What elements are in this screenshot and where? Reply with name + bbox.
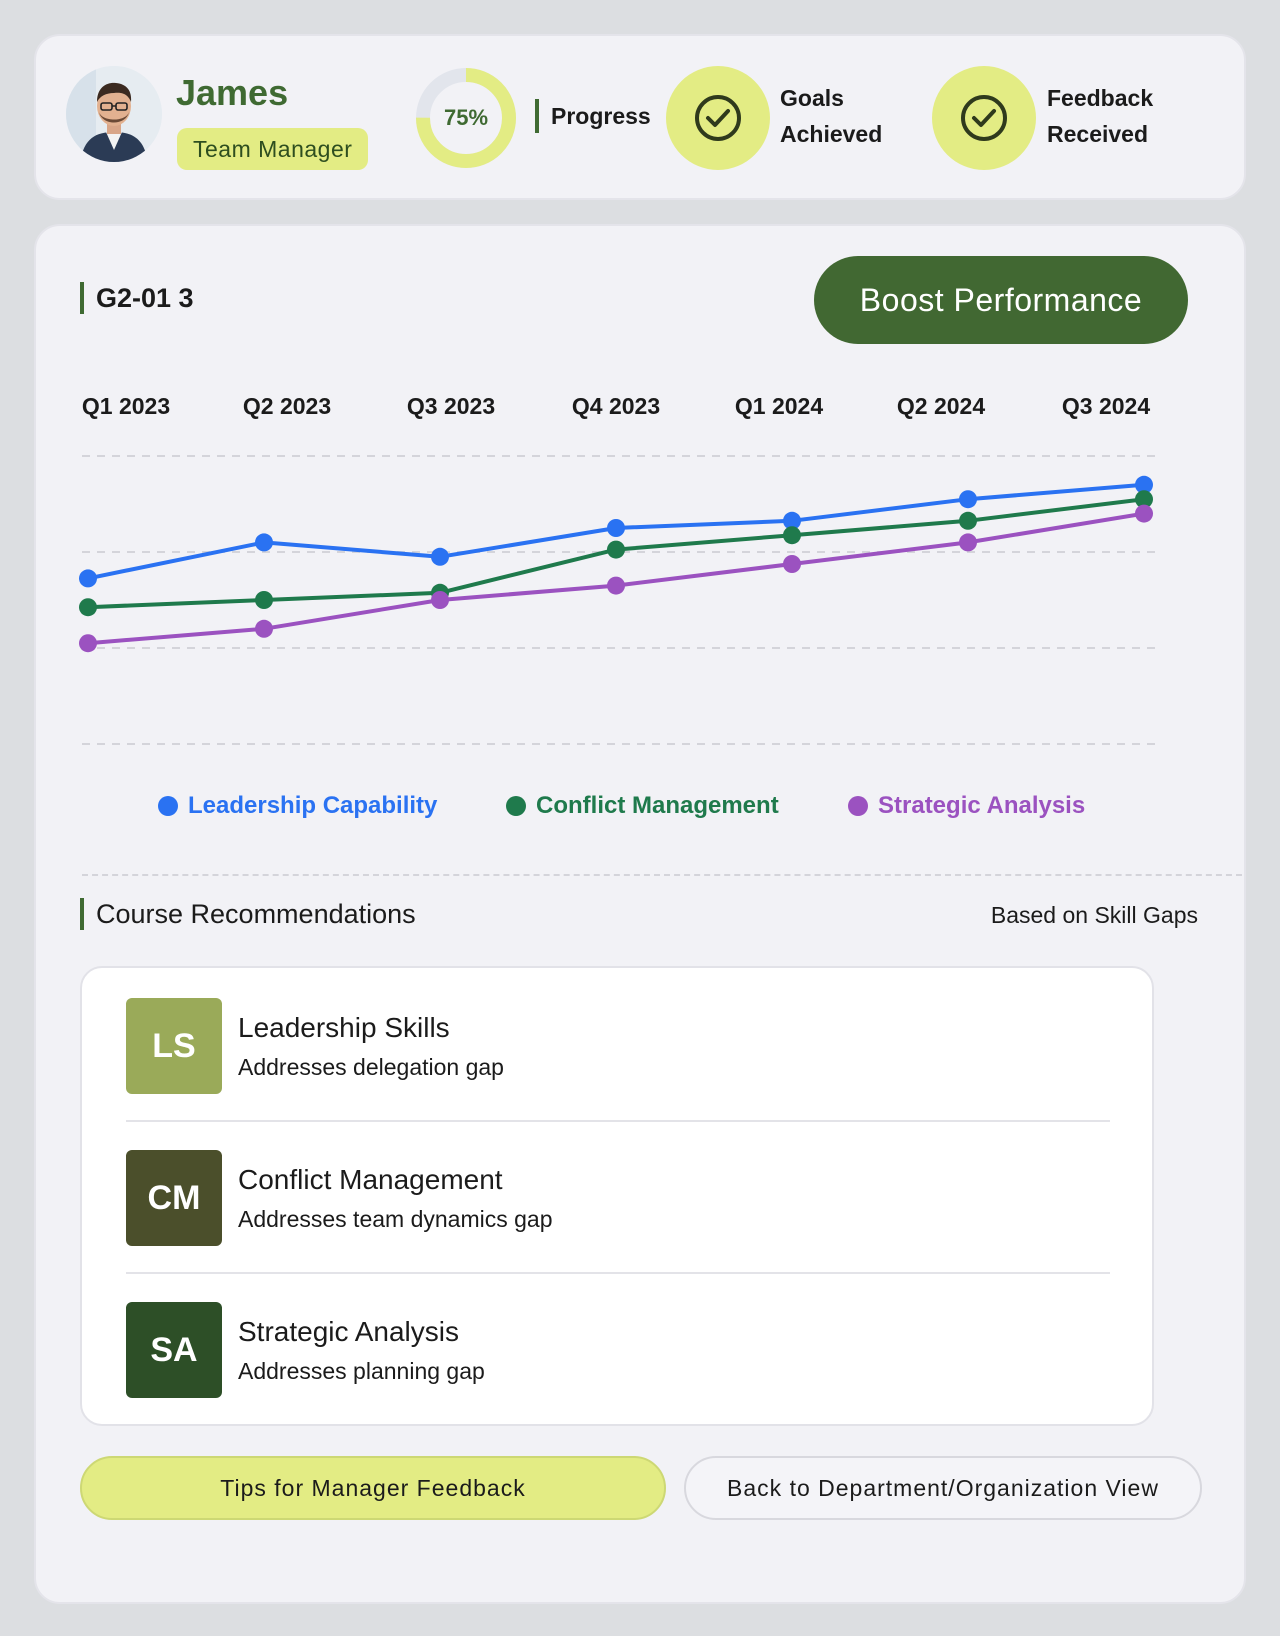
back-to-organization-button[interactable]: Back to Department/Organization View <box>684 1456 1202 1520</box>
course-item-leadership-skills[interactable]: LS Leadership Skills Addresses delegatio… <box>126 970 1110 1120</box>
courses-title: Course Recommendations <box>80 898 416 930</box>
data-point-2-1[interactable] <box>255 619 273 638</box>
course-name: Leadership Skills <box>238 1012 450 1043</box>
data-point-1-4[interactable] <box>783 526 801 545</box>
course-name: Strategic Analysis <box>238 1316 459 1347</box>
user-name: James <box>176 72 289 113</box>
course-item-conflict-management[interactable]: CM Conflict Management Addresses team dy… <box>126 1120 1110 1270</box>
role-badge: Team Manager <box>177 128 369 170</box>
legend-dot-icon <box>158 796 178 816</box>
progress-label: Progress <box>535 99 651 133</box>
data-point-2-0[interactable] <box>79 634 97 653</box>
data-point-0-6[interactable] <box>1135 475 1153 494</box>
data-point-0-4[interactable] <box>783 511 801 530</box>
x-tick-label: Q4 2023 <box>572 393 660 419</box>
data-point-1-1[interactable] <box>255 591 273 609</box>
x-tick-label: Q1 2023 <box>82 393 170 419</box>
data-point-2-3[interactable] <box>607 576 625 595</box>
course-badge: CM <box>126 1150 222 1246</box>
feedback-label-line2: Received <box>1047 121 1149 147</box>
course-list: LS Leadership Skills Addresses delegatio… <box>80 966 1154 1426</box>
data-point-1-6[interactable] <box>1135 490 1153 509</box>
course-item-strategic-analysis[interactable]: SA Strategic Analysis Addresses planning… <box>126 1272 1110 1422</box>
progress-value: 75% <box>443 105 489 130</box>
legend-item-1[interactable]: Conflict Management <box>506 786 779 826</box>
legend-label: Conflict Management <box>536 792 779 819</box>
chart-title: G2-01 3 <box>80 282 194 314</box>
feedback-received-label: Feedback Received <box>1047 80 1217 152</box>
x-tick-label: Q3 2023 <box>407 393 495 419</box>
feedback-label-line1: Feedback <box>1047 85 1154 111</box>
data-point-2-2[interactable] <box>431 591 449 609</box>
legend-item-2[interactable]: Strategic Analysis <box>848 786 1085 826</box>
legend-dot-icon <box>506 796 526 816</box>
chart-legend: Leadership Capability Conflict Management… <box>36 786 1248 826</box>
data-point-1-3[interactable] <box>607 540 625 559</box>
data-point-1-0[interactable] <box>79 598 97 617</box>
data-point-2-5[interactable] <box>959 533 977 552</box>
legend-item-0[interactable]: Leadership Capability <box>158 786 437 826</box>
check-circle-icon <box>695 95 741 141</box>
profile-card: James Team Manager 75% Progress Goals Ac… <box>34 34 1246 200</box>
avatar-image <box>66 66 162 162</box>
courses-subtitle: Based on Skill Gaps <box>990 902 1198 928</box>
goals-label-line1: Goals <box>780 85 844 111</box>
skills-line-chart: Q1 2023 Q2 2023 Q3 2023 Q4 2023 Q1 2024 Q2 20… <box>79 393 1156 745</box>
course-description: Addresses planning gap <box>238 1358 485 1384</box>
boost-performance-button[interactable]: Boost Performance <box>814 256 1188 344</box>
x-tick-label: Q3 2024 <box>1062 393 1150 419</box>
data-point-1-5[interactable] <box>959 511 977 530</box>
data-point-0-2[interactable] <box>431 547 449 566</box>
data-point-2-6[interactable] <box>1135 504 1153 523</box>
data-point-2-4[interactable] <box>783 555 801 573</box>
legend-dot-icon <box>848 796 868 816</box>
data-point-0-0[interactable] <box>79 569 97 588</box>
check-circle-icon <box>961 95 1007 141</box>
tips-manager-feedback-button[interactable]: Tips for Manager Feedback <box>80 1456 666 1520</box>
x-tick-label: Q1 2024 <box>735 393 823 419</box>
avatar[interactable] <box>66 66 162 162</box>
progress-arc <box>416 68 516 168</box>
course-name: Conflict Management <box>238 1164 503 1195</box>
x-tick-label: Q2 2024 <box>897 393 985 419</box>
data-point-0-5[interactable] <box>959 490 977 509</box>
course-description: Addresses delegation gap <box>238 1054 504 1080</box>
course-badge: LS <box>126 998 222 1094</box>
goals-achieved-label: Goals Achieved <box>780 80 950 152</box>
feedback-received-badge[interactable] <box>932 66 1036 170</box>
x-tick-label: Q2 2023 <box>243 393 331 419</box>
legend-label: Leadership Capability <box>188 792 438 819</box>
progress-ring: 75% <box>414 66 518 170</box>
goals-label-line2: Achieved <box>780 121 883 147</box>
course-description: Addresses team dynamics gap <box>238 1206 553 1232</box>
performance-card: G2-01 3 Boost Performance Q1 2023 Q2 2023… <box>34 224 1246 1604</box>
data-point-0-1[interactable] <box>255 533 273 552</box>
goals-achieved-badge[interactable] <box>666 66 770 170</box>
section-divider <box>82 874 1242 876</box>
legend-label: Strategic Analysis <box>878 792 1086 819</box>
course-badge: SA <box>126 1302 222 1398</box>
data-point-0-3[interactable] <box>607 519 625 537</box>
